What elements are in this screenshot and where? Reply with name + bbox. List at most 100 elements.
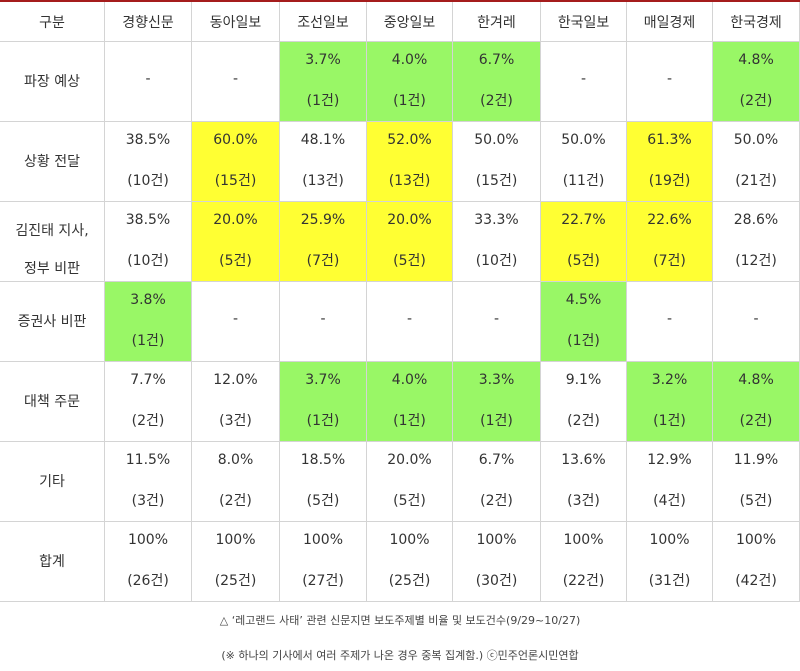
header-text: 매일경제 [643, 15, 696, 31]
percent: 100% [215, 532, 256, 548]
row-label: 대책 주문 [24, 394, 80, 410]
table-cell: 100% (42건) [713, 522, 800, 602]
percent: 48.1% [300, 132, 346, 148]
count: (12건) [735, 253, 777, 269]
empty-mark: - [232, 311, 239, 327]
row-label: 정부 비판 [24, 261, 80, 277]
count: (1건) [653, 413, 686, 429]
count: (10건) [127, 173, 169, 189]
table-cell: 13.6% (3건) [541, 442, 627, 522]
count: (5건) [306, 493, 340, 509]
table-cell: 28.6% (12건) [713, 202, 800, 282]
table-cell: 100% (22건) [541, 522, 627, 602]
table-cell: 100% (27건) [280, 522, 367, 602]
percent: 3.8% [130, 292, 166, 308]
header-text: 동아일보 [209, 15, 262, 31]
table-cell: 4.5% (1건) [541, 282, 627, 362]
percent: 11.9% [733, 452, 779, 468]
count: (13건) [302, 173, 344, 189]
table-cell: - [192, 42, 280, 122]
table-cell: 6.7% (2건) [453, 442, 541, 522]
percent: 100% [302, 532, 344, 548]
count: (13건) [388, 173, 431, 189]
table-cell: 22.7% (5건) [541, 202, 627, 282]
table-cell: 50.0% (11건) [541, 122, 627, 202]
row-label-cell: 증권사 비판 [0, 282, 105, 362]
header-cell: 동아일보 [192, 2, 280, 42]
empty-mark: - [580, 71, 587, 87]
percent: 4.5% [565, 292, 602, 308]
table-cell: 18.5% (5건) [280, 442, 367, 522]
percent: 50.0% [561, 132, 606, 148]
count: (3건) [131, 493, 165, 509]
percent: 3.2% [651, 372, 688, 388]
count: (15건) [214, 173, 257, 189]
row-label-cell: 상황 전달 [0, 122, 105, 202]
count: (4건) [653, 493, 686, 509]
count: (7건) [306, 253, 340, 269]
count: (10건) [475, 253, 518, 269]
percent: 9.1% [565, 372, 602, 388]
table-cell: 7.7% (2건) [105, 362, 192, 442]
percent: 25.9% [300, 212, 346, 228]
table-cell: - [105, 42, 192, 122]
percent: 100% [127, 532, 169, 548]
percent: 50.0% [733, 132, 779, 148]
count: (10건) [127, 253, 169, 269]
header-text: 한국경제 [730, 15, 782, 31]
percent: 4.0% [391, 372, 428, 388]
empty-mark: - [320, 311, 326, 327]
header-text: 한국일보 [557, 15, 610, 31]
table-cell: 20.0% (5건) [367, 202, 453, 282]
percent: 33.3% [474, 212, 519, 228]
percent: 100% [389, 532, 430, 548]
table-cell: 20.0% (5건) [192, 202, 280, 282]
caption-note: (※ 하나의 기사에서 여러 주제가 나온 경우 중복 집계함.) ⓒ민주언론시… [221, 649, 579, 662]
table-cell: - [713, 282, 800, 362]
empty-mark: - [406, 311, 413, 327]
header-cell: 한겨레 [453, 2, 541, 42]
table-cell: 3.2% (1건) [627, 362, 713, 442]
count: (2건) [480, 493, 513, 509]
table-cell: 9.1% (2건) [541, 362, 627, 442]
count: (21건) [735, 173, 777, 189]
count: (7건) [653, 253, 686, 269]
header-cell: 구분 [0, 2, 105, 42]
count: (1건) [306, 93, 340, 109]
table-cell: 4.8% (2건) [713, 362, 800, 442]
table-cell: - [192, 282, 280, 362]
count: (1건) [480, 413, 513, 429]
empty-mark: - [666, 311, 673, 327]
count: (2건) [739, 413, 773, 429]
caption: △ ‘레고랜드 사태’ 관련 신문지면 보도주제별 비율 및 보도건수(9/29… [219, 614, 581, 627]
table-cell: 33.3% (10건) [453, 202, 541, 282]
count: (1건) [393, 93, 426, 109]
row-label: 합계 [39, 554, 65, 570]
count: (31건) [648, 573, 691, 589]
row-label-cell: 대책 주문 [0, 362, 105, 442]
table-cell: 100% (30건) [453, 522, 541, 602]
count: (1건) [567, 333, 600, 349]
percent: 100% [476, 532, 517, 548]
percent: 28.6% [733, 212, 779, 228]
count: (1건) [131, 333, 165, 349]
table-cell: - [627, 282, 713, 362]
header-text: 한겨레 [477, 15, 516, 31]
row-label: 상황 전달 [24, 154, 80, 170]
percent: 3.7% [305, 372, 341, 388]
header-cell: 한국경제 [713, 2, 800, 42]
table-cell: 100% (31건) [627, 522, 713, 602]
header-cell: 한국일보 [541, 2, 627, 42]
percent: 12.9% [647, 452, 692, 468]
table-cell: 12.9% (4건) [627, 442, 713, 522]
count: (5건) [393, 253, 426, 269]
percent: 20.0% [387, 452, 432, 468]
header-text: 조선일보 [297, 15, 349, 31]
percent: 13.6% [561, 452, 606, 468]
table-cell: 20.0% (5건) [367, 442, 453, 522]
percent: 4.0% [391, 52, 428, 68]
table-cell: 3.8% (1건) [105, 282, 192, 362]
percent: 20.0% [387, 212, 432, 228]
percent: 38.5% [125, 132, 171, 148]
percent: 7.7% [130, 372, 166, 388]
